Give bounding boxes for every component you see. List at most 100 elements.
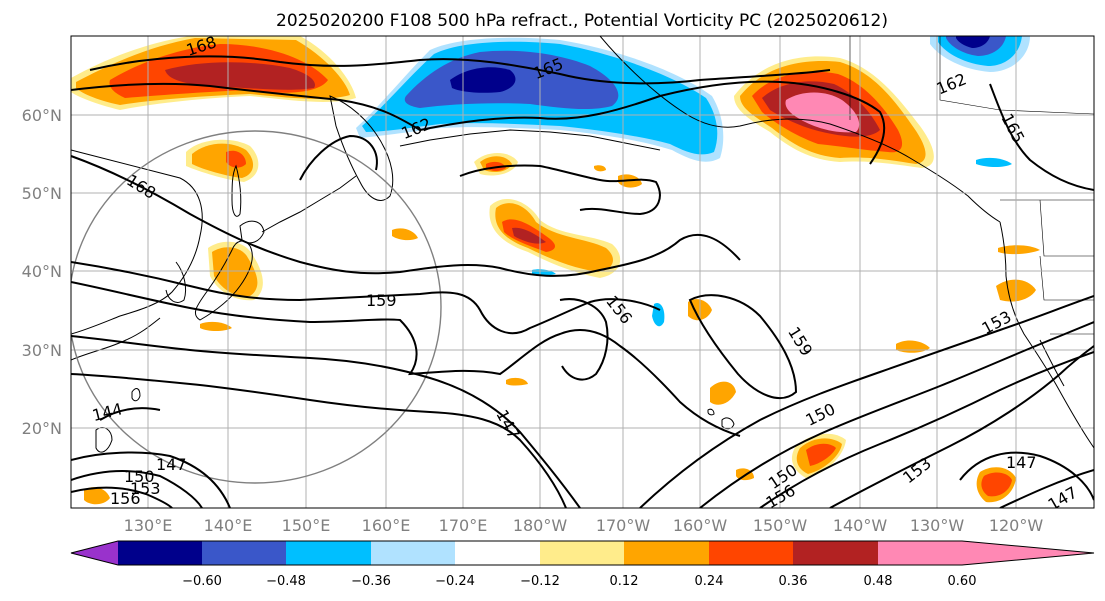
colorbar-tick: −0.48: [266, 574, 306, 589]
lon-label: 120°W: [989, 516, 1044, 535]
contour-label: 147: [1045, 483, 1081, 515]
colorbar-segment: [793, 541, 878, 565]
coastlines: [71, 36, 1094, 453]
contour-label: 153: [979, 307, 1015, 338]
kuril-islands: [261, 175, 357, 233]
contour-label: 156: [602, 292, 636, 328]
pv-anomaly-blob: [512, 227, 546, 244]
height-contour: [959, 451, 1094, 501]
pv-anomaly-blob: [806, 443, 836, 466]
height-contour: [829, 345, 1094, 508]
colorbar-extend-right: [962, 541, 1094, 565]
alaska-coastline: [599, 36, 1001, 223]
lon-label: 180°W: [513, 516, 568, 535]
taiwan-coastline: [131, 388, 141, 402]
china-coastline: [71, 317, 161, 361]
colorbar-tick: 0.48: [864, 574, 893, 589]
latitude-axis: 60°N 50°N 40°N 30°N 20°N: [22, 106, 62, 438]
contour-label: 147: [156, 455, 187, 474]
pv-anomaly-blob: [981, 472, 1012, 497]
hokkaido-coastline: [239, 220, 265, 244]
asia-coastline: [71, 149, 203, 335]
height-contour: [759, 351, 1094, 508]
colorbar-tick: 0.36: [779, 574, 808, 589]
pv-anomaly-blob: [956, 36, 990, 48]
colorbar-outline: [70, 540, 1095, 566]
colorbar-segment: [455, 541, 540, 565]
height-contour: [299, 134, 378, 181]
baja-coastline: [1039, 339, 1065, 387]
colorbar-segment: [286, 541, 371, 565]
pv-anomaly-blob: [506, 377, 528, 386]
contour-label: 156: [110, 489, 141, 508]
us-state-border: [1039, 199, 1094, 257]
lat-label: 40°N: [22, 262, 62, 281]
lon-label: 160°E: [362, 516, 411, 535]
pv-anomaly-blob: [976, 157, 1012, 167]
colorbar-segment: [878, 541, 962, 565]
colorbar-tick: −0.12: [520, 574, 560, 589]
lon-label: 150°W: [753, 516, 808, 535]
pv-anomaly-blob: [392, 228, 418, 241]
height-contour: [559, 298, 609, 381]
contour-label: 153: [130, 479, 161, 498]
height-contour: [71, 80, 886, 165]
contour-label: 144: [90, 399, 124, 425]
lat-label: 20°N: [22, 419, 62, 438]
contour-label: 150: [124, 467, 155, 486]
lon-label: 170°W: [596, 516, 651, 535]
height-contour: [71, 281, 741, 437]
political-borders: [849, 36, 1094, 335]
contour-label: 159: [366, 291, 397, 310]
pv-anomaly-blob: [450, 67, 516, 93]
range-ring: [71, 130, 442, 484]
colorbar-segment: [709, 541, 793, 565]
contour-label: 147: [1006, 453, 1037, 472]
height-contour: [989, 83, 1094, 191]
pv-anomaly-blob: [200, 321, 232, 331]
colorbar-segment: [202, 541, 286, 565]
pv-negative-shading: [356, 36, 1030, 327]
figure-title: 2025020200 F108 500 hPa refract., Potent…: [276, 11, 888, 31]
contour-label: 168: [123, 170, 159, 202]
colorbar-tick: −0.36: [351, 574, 391, 589]
pv-anomaly-blob: [226, 150, 246, 168]
colorbar-tick: 0.60: [948, 574, 977, 589]
pv-anomaly-blob: [212, 247, 258, 297]
height-contours: [71, 55, 1094, 508]
height-contour: [699, 321, 1094, 508]
philippines-coastline: [95, 427, 113, 453]
sakhalin-coastline: [231, 164, 242, 217]
lon-label: 170°E: [439, 516, 488, 535]
lat-label: 30°N: [22, 341, 62, 360]
pv-anomaly-blob: [594, 165, 606, 172]
colorbar-segment: [118, 541, 202, 565]
pv-anomaly-blob: [896, 340, 930, 353]
height-contour: [71, 486, 173, 508]
colorbar: −0.60 −0.48 −0.36 −0.24 −0.12 0.12 0.24 …: [70, 540, 1095, 589]
height-contour: [999, 469, 1094, 508]
lon-label: 130°E: [124, 516, 173, 535]
height-contour: [459, 164, 661, 216]
height-contour: [71, 373, 567, 508]
height-contour: [71, 470, 203, 508]
contour-label: 150: [803, 399, 839, 429]
longitude-axis: 130°E 140°E 150°E 160°E 170°E 180°W 170°…: [124, 516, 1044, 535]
colorbar-tick: −0.60: [182, 574, 222, 589]
map-frame: [70, 35, 1095, 509]
height-contour: [71, 155, 741, 277]
pv-anomaly-blob: [84, 487, 110, 505]
pv-anomaly-blob: [710, 381, 736, 405]
colorbar-tick: 0.12: [610, 574, 639, 589]
height-contour: [71, 335, 581, 508]
height-contour: [71, 451, 231, 508]
lon-label: 140°W: [833, 516, 888, 535]
contour-label: 165: [997, 110, 1028, 146]
pv-anomaly-blob: [495, 203, 613, 272]
lat-label: 60°N: [22, 106, 62, 125]
height-contour: [688, 294, 798, 399]
lon-label: 130°W: [910, 516, 965, 535]
japan-coastline: [195, 240, 253, 321]
contour-label: 153: [899, 454, 935, 488]
